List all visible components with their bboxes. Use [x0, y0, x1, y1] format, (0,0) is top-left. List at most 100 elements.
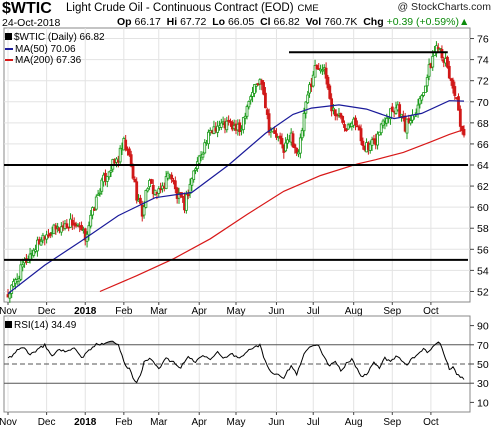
price-candle-body — [300, 129, 304, 139]
ohlc-readout: Op 66.17 Hi 67.72 Lo 66.05 Cl 66.82 Vol … — [117, 16, 469, 28]
price-candle-body — [59, 226, 63, 233]
price-candle-body — [324, 67, 328, 79]
price-candle-body — [390, 106, 394, 112]
price-xaxis-label: Sep — [383, 306, 401, 317]
price-candle-body — [333, 109, 337, 117]
price-candle-body — [146, 188, 150, 192]
price-candle-body — [344, 128, 348, 132]
rsi-tick-label: 30 — [477, 378, 489, 390]
price-candle-body — [105, 175, 109, 182]
price-candle-body — [164, 176, 168, 190]
volume-label: Vol — [305, 16, 322, 28]
price-tick-label: 64 — [477, 160, 489, 172]
rsi-xaxis-label: Sep — [383, 417, 401, 428]
price-candle-body — [376, 133, 379, 146]
price-candle-body — [227, 119, 231, 122]
price-candle-body — [355, 125, 359, 128]
price-candle-body — [118, 147, 122, 163]
rsi-xaxis-label: Apr — [191, 417, 207, 428]
change-value: +0.39 (+0.59%) — [386, 16, 459, 28]
change-up-icon: ▲ — [458, 16, 470, 28]
price-candle-body — [8, 293, 12, 299]
price-candle-body — [109, 170, 113, 173]
price-candle-body — [252, 84, 256, 94]
price-candle-body — [311, 74, 315, 87]
price-xaxis-label: Jul — [307, 306, 320, 317]
price-tick-label: 76 — [477, 34, 489, 46]
price-candle-body — [273, 130, 277, 134]
price-candle-body — [321, 69, 324, 72]
price-candle-body — [150, 179, 153, 184]
ma200-legend-text: MA(200) 67.36 — [15, 55, 82, 66]
price-candle-body — [36, 239, 39, 252]
price-candle-body — [87, 225, 91, 236]
price-candle-body — [264, 92, 267, 109]
price-tick-label: 56 — [477, 244, 489, 256]
ma200-line — [99, 129, 465, 293]
price-tick-label: 74 — [477, 55, 489, 67]
date-label: 24-Oct-2018 — [2, 17, 61, 29]
price-candle-body — [308, 84, 311, 94]
price-candle-body — [262, 82, 265, 95]
price-candle-body — [65, 223, 69, 228]
high-value: 67.72 — [180, 16, 207, 28]
price-candle-body — [293, 144, 297, 149]
price-candle-body — [389, 108, 392, 120]
symbol-label: $WTIC — [2, 0, 52, 17]
rsi-legend: RSI(14) 34.49 — [5, 320, 76, 331]
price-candle-body — [254, 84, 258, 87]
price-xaxis-label: Aug — [345, 306, 363, 317]
rsi-legend-swatch — [5, 321, 12, 328]
price-candle-body — [201, 153, 205, 158]
rsi-xaxis-label: 2018 — [74, 417, 97, 428]
price-tick-label: 62 — [477, 181, 489, 193]
price-candle-body — [416, 104, 420, 115]
price-candle-body — [157, 188, 161, 194]
price-candle-body — [446, 56, 449, 68]
price-candle-body — [48, 233, 52, 236]
ma50-legend: MA(50) 70.06 — [5, 44, 76, 55]
ma200-legend-swatch — [5, 59, 13, 62]
price-candle-body — [52, 224, 56, 235]
price-candle-body — [378, 131, 381, 136]
price-candle-body — [21, 264, 25, 268]
price-candle-body — [400, 113, 403, 117]
volume-value: 760.7K — [324, 16, 358, 28]
price-candle-body — [45, 234, 49, 240]
price-candle-body — [142, 206, 146, 216]
close-value: 66.82 — [273, 16, 300, 28]
price-candle-body — [298, 137, 302, 154]
rsi-xaxis-label: Jun — [268, 417, 284, 428]
price-candle-body — [151, 185, 155, 195]
price-candle-body — [361, 140, 365, 146]
price-legend-text: $WTIC (Daily) 66.82 — [14, 32, 105, 43]
price-candle-body — [304, 101, 308, 114]
price-xaxis-label: 2018 — [74, 306, 97, 317]
price-candle-body — [241, 117, 245, 131]
price-candle-body — [192, 170, 196, 180]
price-candle-body — [306, 94, 310, 104]
price-candle-body — [32, 249, 36, 256]
price-candle-body — [181, 196, 185, 198]
price-xaxis-label: Feb — [115, 306, 133, 317]
price-candle-body — [249, 96, 253, 101]
price-candle-body — [462, 128, 466, 136]
price-candle-body — [422, 92, 425, 96]
price-candle-body — [98, 192, 102, 195]
price-candle-body — [76, 223, 80, 226]
price-candle-body — [425, 77, 429, 87]
price-candle-body — [453, 86, 457, 96]
price-candle-body — [326, 76, 330, 89]
price-legend-swatch — [5, 33, 12, 40]
rsi-line — [7, 340, 465, 384]
ma50-line — [7, 100, 465, 295]
price-candle-body — [451, 79, 455, 89]
price-candle-body — [447, 65, 451, 79]
price-candle-body — [251, 92, 254, 97]
price-candle-body — [203, 142, 207, 154]
price-candle-body — [420, 95, 424, 101]
price-candle-body — [19, 264, 23, 280]
price-candle-body — [127, 148, 131, 156]
price-xaxis-label: May — [227, 306, 246, 317]
price-candle-body — [238, 122, 242, 132]
